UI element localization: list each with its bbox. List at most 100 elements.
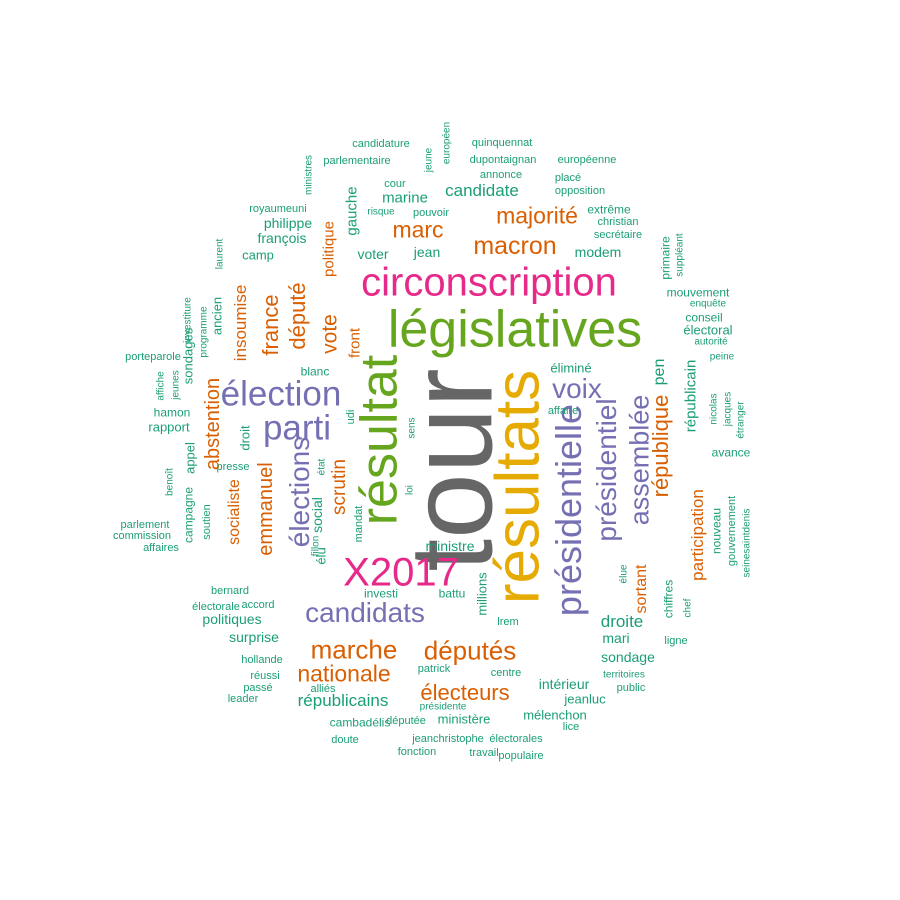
word: nationale [297, 660, 390, 686]
word: nicolas [709, 393, 720, 424]
word: résultats [483, 370, 552, 604]
word: royaumeuni [249, 203, 306, 215]
word: surprise [229, 629, 279, 645]
word: marc [392, 216, 443, 242]
word: udi [345, 410, 357, 425]
word: affaires [143, 542, 179, 554]
word: doute [331, 734, 359, 746]
word: cour [384, 178, 406, 190]
word: éliminé [550, 361, 591, 376]
word: mouvement [667, 285, 730, 299]
word: placé [555, 172, 581, 184]
word: nouveau [709, 508, 723, 554]
word: ligne [664, 635, 687, 647]
word: suppléant [675, 233, 686, 277]
word: sondage [601, 649, 655, 665]
word: modem [575, 244, 622, 260]
word: populaire [498, 750, 543, 762]
word: droit [238, 425, 253, 451]
word: blanc [301, 364, 330, 378]
word: parlementaire [323, 155, 390, 167]
word: européenne [558, 154, 617, 166]
word: presse [216, 461, 249, 473]
word: gouvernement [726, 496, 738, 566]
word: abstention [202, 378, 224, 470]
word: marche [311, 634, 398, 664]
word: lice [563, 721, 580, 733]
word: république [648, 395, 673, 498]
word: centre [491, 667, 522, 679]
word: jeanluc [563, 692, 606, 707]
word: politiques [202, 611, 261, 627]
word: électeurs [420, 680, 509, 705]
word: assemblée [625, 395, 655, 526]
word: chiffres [661, 580, 675, 618]
word: ministère [438, 712, 491, 727]
word: programme [199, 306, 210, 358]
word: pouvoir [413, 207, 449, 219]
word: participation [688, 489, 707, 581]
word: chef [683, 598, 694, 617]
word: réussi [250, 670, 279, 682]
word: circonscription [361, 260, 617, 304]
word: françois [257, 230, 306, 246]
word: mélenchon [523, 708, 587, 723]
word: présidente [420, 702, 467, 713]
word: quinquennat [472, 137, 533, 149]
word: sens [407, 417, 418, 438]
word: passé [243, 682, 272, 694]
word: risque [367, 207, 395, 218]
word: députés [424, 635, 517, 665]
word: alliés [310, 683, 336, 695]
word: résultat [351, 354, 409, 525]
word: conseil [685, 310, 722, 324]
word: droite [601, 612, 644, 631]
word: jeune [424, 147, 435, 173]
word: parlement [121, 519, 170, 531]
word: porteparole [125, 351, 181, 363]
word: lrem [497, 616, 518, 628]
word: sondages [181, 327, 196, 384]
word: dupontaignan [470, 154, 537, 166]
word: public [617, 682, 646, 694]
word: élu [314, 547, 329, 564]
word: investi [364, 586, 398, 600]
word: ministre [425, 538, 474, 554]
word: députée [386, 715, 426, 727]
word: enquête [690, 299, 727, 310]
word: jeunes [171, 370, 182, 400]
word: jacques [723, 392, 734, 427]
word: primaire [658, 236, 672, 280]
word: millions [475, 572, 490, 616]
word: soutien [201, 504, 213, 539]
word: secrétaire [594, 229, 642, 241]
word: philippe [264, 215, 312, 231]
word: X2017 [343, 550, 459, 594]
word: gauche [343, 186, 360, 235]
word: appel [183, 442, 198, 474]
word: loi [405, 485, 416, 495]
word: parti [263, 409, 331, 448]
word: autorité [694, 337, 728, 348]
word: campagne [181, 487, 195, 543]
word: ancien [210, 297, 225, 335]
word: état [317, 458, 328, 475]
word: camp [242, 248, 274, 263]
word: mandat [353, 506, 365, 543]
word: législatives [388, 301, 642, 359]
word: hamon [154, 405, 191, 419]
word: élection [221, 375, 342, 414]
word: sortant [633, 564, 650, 613]
word: christian [598, 216, 639, 228]
word: élections [284, 437, 315, 548]
word: mari [602, 630, 629, 646]
word: jeanchristophe [411, 733, 484, 745]
word: présidentiel [591, 398, 622, 541]
word: élue [619, 564, 630, 583]
word: peine [710, 352, 735, 363]
word: insoumise [231, 285, 250, 362]
word: emmanuel [255, 462, 277, 555]
word: cambadélis [330, 715, 391, 729]
word: commission [113, 530, 171, 542]
